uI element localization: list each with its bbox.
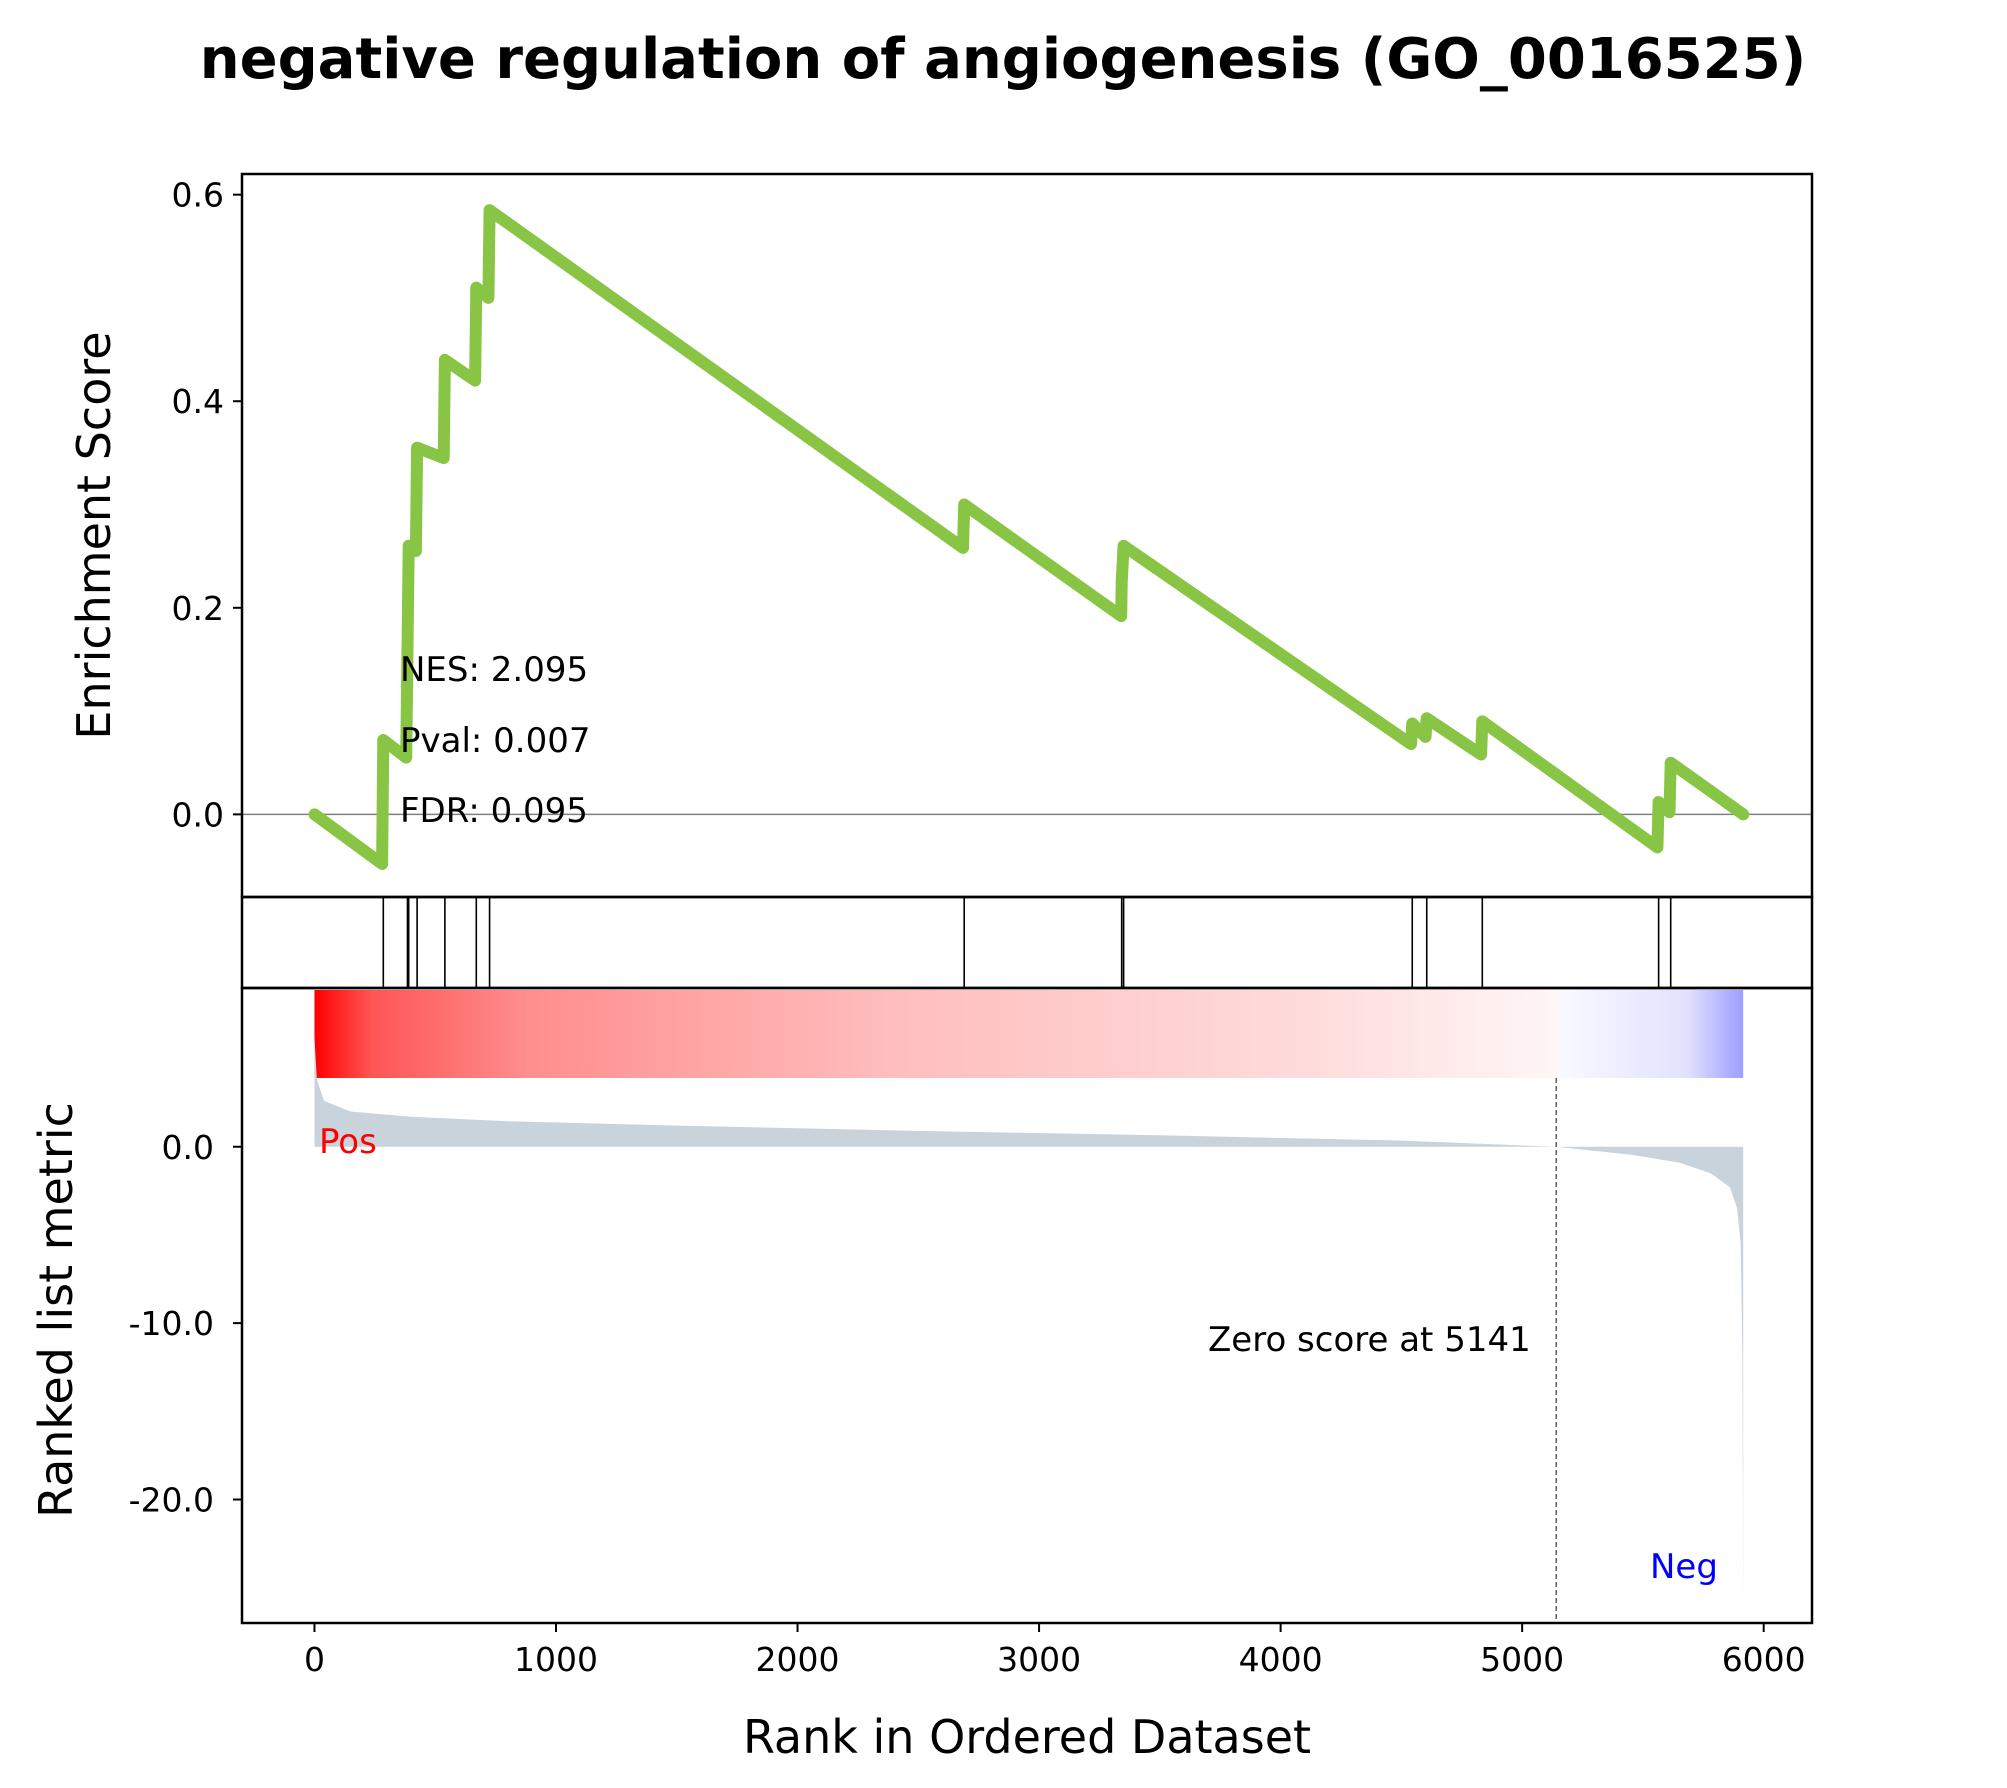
nes-stat: NES: 2.095 — [400, 650, 588, 690]
metric-y-tick-label: -20.0 — [129, 1481, 214, 1520]
fdr-stat: FDR: 0.095 — [400, 791, 588, 831]
es-y-ticks: 0.0 0.2 0.4 0.6 — [172, 176, 242, 834]
hits-panel-frame — [240, 895, 1814, 990]
metric-y-tick-label: -10.0 — [129, 1304, 214, 1343]
ranked-panel-frame — [240, 986, 1814, 1625]
neg-label: Neg — [1650, 1547, 1718, 1587]
es-y-tick-label: 0.4 — [172, 382, 224, 421]
metric-y-tick-label: 0.0 — [162, 1128, 214, 1167]
x-tick-label: 0 — [304, 1640, 325, 1679]
rank-color-bar — [314, 990, 1744, 1078]
es-y-axis-label: Enrichment Score — [67, 331, 121, 739]
zero-cross-label: Zero score at 5141 — [1208, 1320, 1531, 1360]
x-axis-label: Rank in Ordered Dataset — [743, 1710, 1311, 1764]
x-tick-label: 2000 — [756, 1640, 840, 1679]
ranked-metric-panel: Zero score at 5141 Pos Neg 0.0 -10.0 -20.0… — [29, 986, 1814, 1625]
x-tick-label: 3000 — [997, 1640, 1081, 1679]
x-tick-label: 1000 — [514, 1640, 598, 1679]
es-y-tick-label: 0.6 — [172, 176, 224, 215]
enrichment-score-line — [308, 204, 1750, 870]
pos-label: Pos — [319, 1122, 377, 1162]
metric-y-axis-label: Ranked list metric — [29, 1102, 83, 1518]
pval-stat: Pval: 0.007 — [400, 721, 591, 761]
es-y-tick-label: 0.0 — [172, 795, 224, 834]
x-tick-label: 6000 — [1722, 1640, 1806, 1679]
gene-hits-panel — [240, 895, 1814, 990]
x-axis-ticks: 0 1000 2000 3000 4000 5000 6000 — [304, 1623, 1806, 1679]
x-tick-label: 5000 — [1480, 1640, 1564, 1679]
chart-title: negative regulation of angiogenesis (GO_… — [200, 27, 1807, 92]
x-tick-label: 4000 — [1239, 1640, 1323, 1679]
metric-y-ticks: 0.0 -10.0 -20.0 — [129, 1128, 242, 1520]
es-y-tick-label: 0.2 — [172, 589, 224, 628]
enrichment-score-panel: 0.0 0.2 0.4 0.6 NES: 2.095 Pval: 0.007 FDR:… — [67, 172, 1814, 899]
gene-hit-lines — [382, 897, 1672, 988]
